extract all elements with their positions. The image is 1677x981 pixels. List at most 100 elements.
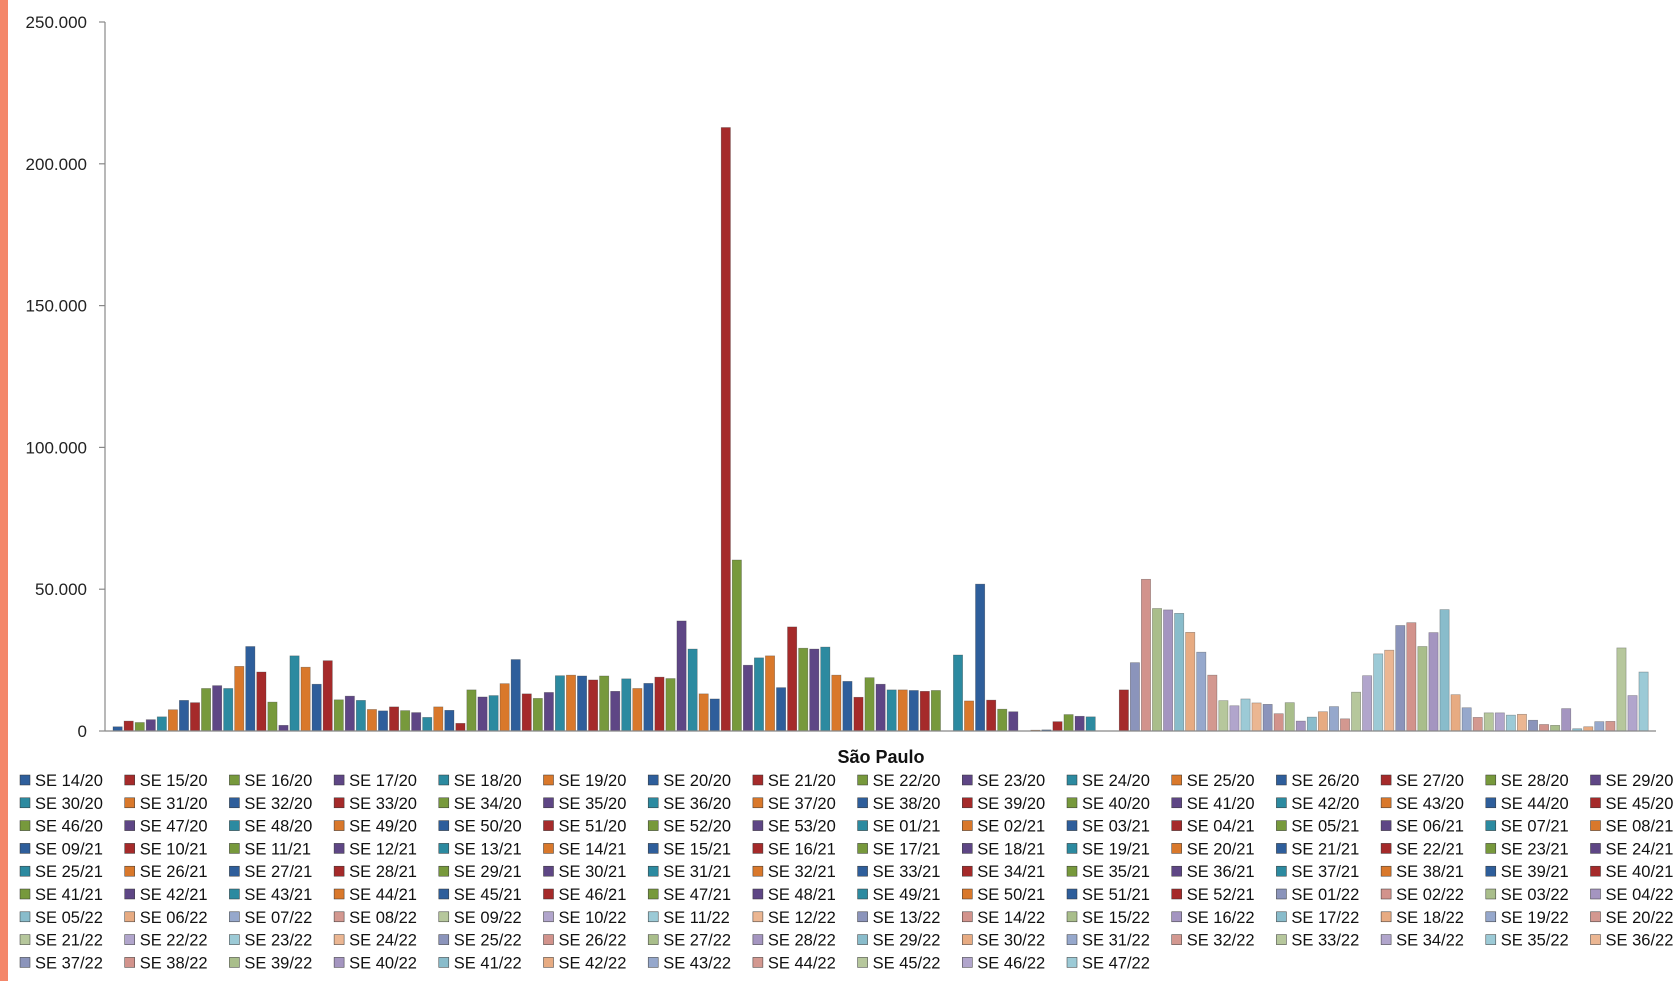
legend-label: SE 20/21 (1187, 840, 1255, 858)
legend-item: SE 51/20 (544, 818, 627, 836)
legend-item: SE 25/21 (20, 863, 103, 881)
legend-item: SE 13/21 (439, 840, 522, 858)
legend-item: SE 01/21 (858, 818, 941, 836)
legend-item: SE 20/22 (1591, 909, 1674, 927)
legend-item: SE 13/22 (858, 909, 941, 927)
legend-item: SE 47/22 (1067, 954, 1150, 972)
bar (887, 690, 896, 731)
legend-swatch (1381, 821, 1391, 831)
legend-label: SE 20/22 (1606, 909, 1674, 927)
legend-label: SE 21/22 (35, 932, 103, 950)
legend-swatch (1381, 866, 1391, 876)
legend-label: SE 13/21 (454, 840, 522, 858)
bar (920, 691, 929, 731)
legend-swatch (1172, 798, 1182, 808)
bar (1263, 704, 1272, 731)
legend-label: SE 40/22 (349, 954, 417, 972)
legend-label: SE 04/21 (1187, 818, 1255, 836)
bar (843, 681, 852, 731)
legend-item: SE 40/22 (334, 954, 417, 972)
legend-swatch (20, 866, 30, 876)
y-tick-label: 100.000 (26, 438, 87, 457)
bar (622, 679, 631, 731)
legend-label: SE 51/21 (1082, 886, 1150, 904)
legend-swatch (439, 821, 449, 831)
legend-label: SE 02/21 (977, 818, 1045, 836)
legend-swatch (229, 866, 239, 876)
bar (588, 680, 597, 731)
bar (1506, 715, 1515, 731)
bar (1528, 720, 1537, 731)
legend-swatch (648, 798, 658, 808)
legend-item: SE 05/21 (1276, 818, 1359, 836)
legend-item: SE 08/22 (334, 909, 417, 927)
legend-label: SE 07/21 (1501, 818, 1569, 836)
legend-swatch (962, 889, 972, 899)
bar (412, 713, 421, 731)
legend-swatch (20, 912, 30, 922)
legend-item: SE 19/20 (544, 772, 627, 790)
bar (832, 675, 841, 731)
legend-item: SE 22/21 (1381, 840, 1464, 858)
legend-item: SE 21/21 (1276, 840, 1359, 858)
y-tick-label: 250.000 (26, 13, 87, 32)
legend-label: SE 22/21 (1396, 840, 1464, 858)
legend-item: SE 21/20 (753, 772, 836, 790)
legend-item: SE 37/22 (20, 954, 103, 972)
bar (1440, 610, 1449, 731)
bar (334, 700, 343, 731)
legend-label: SE 06/22 (140, 909, 208, 927)
bar (356, 700, 365, 731)
y-tick-label: 0 (78, 722, 87, 741)
bar (633, 688, 642, 731)
legend-label: SE 12/21 (349, 840, 417, 858)
bar (544, 692, 553, 731)
bar (776, 688, 785, 731)
legend-swatch (439, 889, 449, 899)
bar (644, 683, 653, 731)
legend-item: SE 08/21 (1591, 818, 1674, 836)
bar (688, 649, 697, 731)
legend-label: SE 53/20 (768, 818, 836, 836)
bar (1429, 633, 1438, 731)
bar (1385, 650, 1394, 731)
legend-item: SE 43/22 (648, 954, 731, 972)
legend-swatch (20, 798, 30, 808)
legend-item: SE 22/22 (125, 932, 208, 950)
legend-swatch (1276, 912, 1286, 922)
legend-item: SE 07/21 (1486, 818, 1569, 836)
legend-swatch (1486, 798, 1496, 808)
legend-item: SE 06/21 (1381, 818, 1464, 836)
bar (1639, 672, 1648, 731)
legend-swatch (334, 889, 344, 899)
legend-label: SE 25/21 (35, 863, 103, 881)
legend-item: SE 26/20 (1276, 772, 1359, 790)
legend-label: SE 08/21 (1606, 818, 1674, 836)
legend-swatch (544, 821, 554, 831)
bar (246, 646, 255, 731)
legend-swatch (1067, 935, 1077, 945)
legend-swatch (962, 935, 972, 945)
bar (190, 703, 199, 731)
legend-label: SE 10/21 (140, 840, 208, 858)
legend-label: SE 42/21 (140, 886, 208, 904)
legend-item: SE 33/22 (1276, 932, 1359, 950)
legend-label: SE 09/22 (454, 909, 522, 927)
legend-label: SE 19/20 (559, 772, 627, 790)
legend-item: SE 12/21 (334, 840, 417, 858)
legend-label: SE 27/21 (244, 863, 312, 881)
legend-swatch (1276, 775, 1286, 785)
legend-swatch (1172, 775, 1182, 785)
bar (1517, 714, 1526, 731)
legend-swatch (962, 798, 972, 808)
legend-item: SE 09/22 (439, 909, 522, 927)
legend-label: SE 11/22 (663, 909, 730, 927)
bar (290, 656, 299, 731)
legend-label: SE 38/20 (873, 795, 941, 813)
legend-item: SE 15/21 (648, 840, 731, 858)
bar (312, 684, 321, 731)
legend-swatch (1591, 866, 1601, 876)
legend-label: SE 21/20 (768, 772, 836, 790)
legend-label: SE 42/20 (1291, 795, 1359, 813)
legend-item: SE 30/20 (20, 795, 103, 813)
